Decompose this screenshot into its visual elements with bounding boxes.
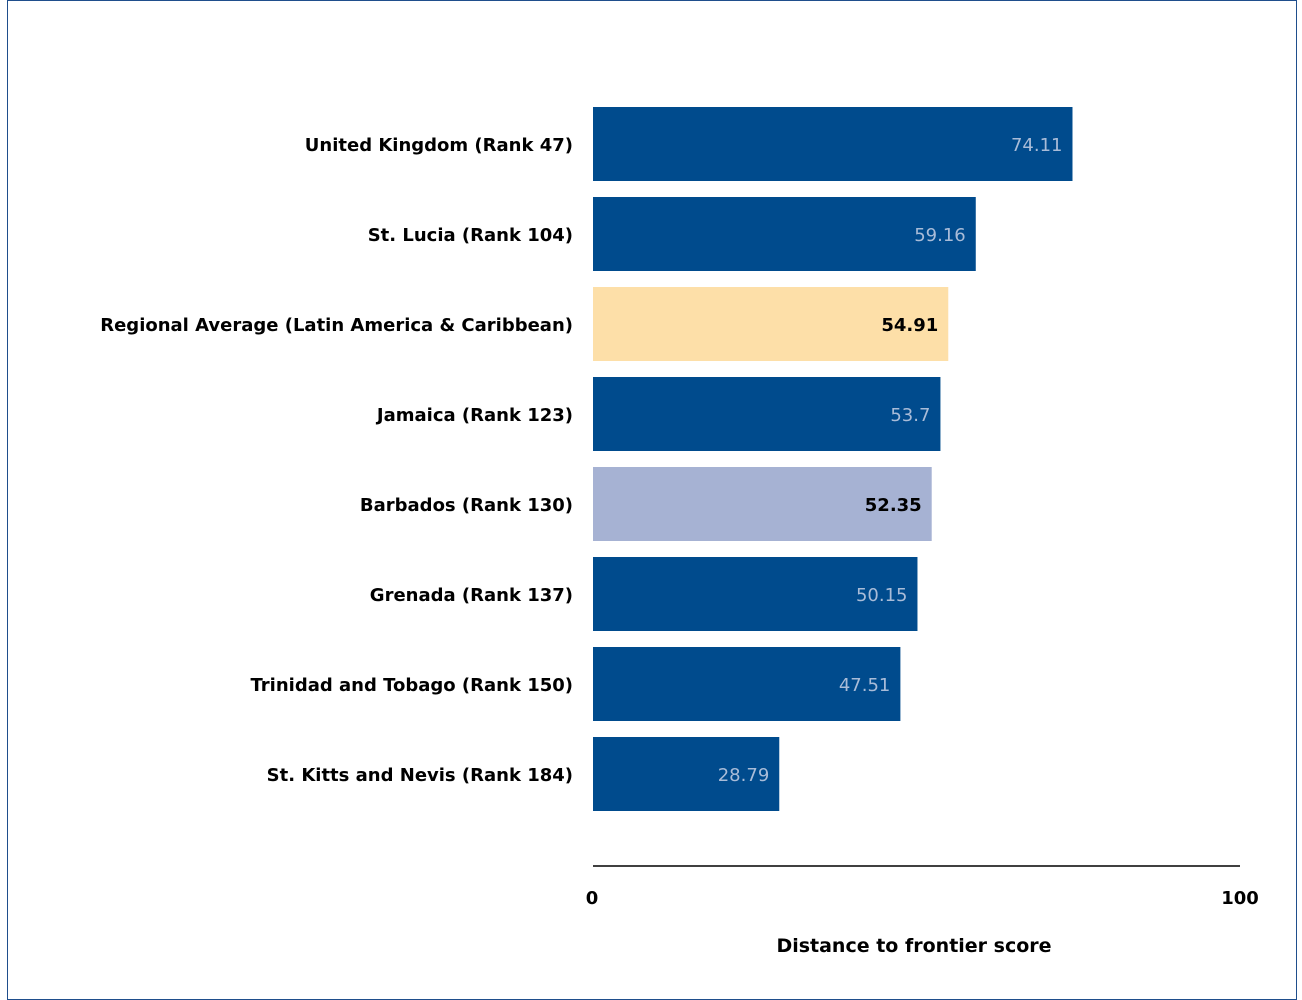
value-label: 53.7 <box>890 405 930 426</box>
bar <box>593 377 941 451</box>
value-label: 47.51 <box>839 675 891 696</box>
category-label: United Kingdom (Rank 47) <box>305 135 573 156</box>
value-label: 54.91 <box>881 315 938 336</box>
value-label: 50.15 <box>856 585 908 606</box>
value-label: 52.35 <box>865 495 922 516</box>
bar <box>593 557 918 631</box>
category-label: St. Lucia (Rank 104) <box>368 225 573 246</box>
x-axis-title: Distance to frontier score <box>776 935 1051 957</box>
x-tick-label-min: 0 <box>586 888 599 909</box>
category-label: Grenada (Rank 137) <box>370 585 573 606</box>
category-label: Barbados (Rank 130) <box>360 495 573 516</box>
x-tick-label-max: 100 <box>1221 888 1259 909</box>
bar <box>593 287 949 361</box>
category-label: St. Kitts and Nevis (Rank 184) <box>267 765 573 786</box>
bar <box>593 647 901 721</box>
value-label: 59.16 <box>914 225 966 246</box>
category-labels: United Kingdom (Rank 47) St. Lucia (Rank … <box>100 135 573 786</box>
value-label: 74.11 <box>1011 135 1063 156</box>
bars <box>593 107 1073 811</box>
bar <box>593 107 1073 181</box>
bar <box>593 197 976 271</box>
value-labels: 74.11 59.16 54.91 53.7 52.35 50.15 47.51 28.79 <box>718 135 1063 786</box>
bar <box>593 467 932 541</box>
value-label: 28.79 <box>718 765 770 786</box>
bar <box>593 737 780 811</box>
category-label: Regional Average (Latin America & Caribb… <box>100 315 573 336</box>
category-label: Trinidad and Tobago (Rank 150) <box>250 675 573 696</box>
category-label: Jamaica (Rank 123) <box>375 405 573 426</box>
